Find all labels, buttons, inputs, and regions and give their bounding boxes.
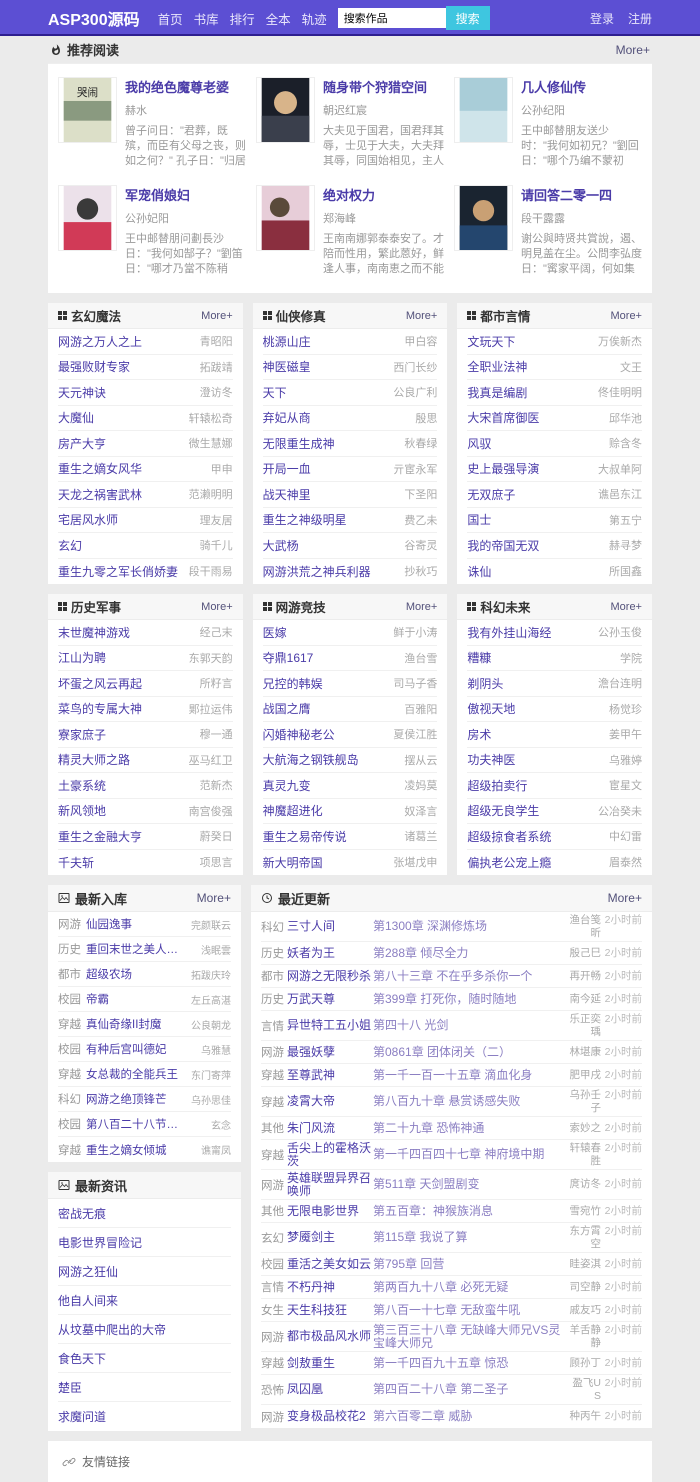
svg-text:哭闹: 哭闹 (77, 86, 98, 99)
